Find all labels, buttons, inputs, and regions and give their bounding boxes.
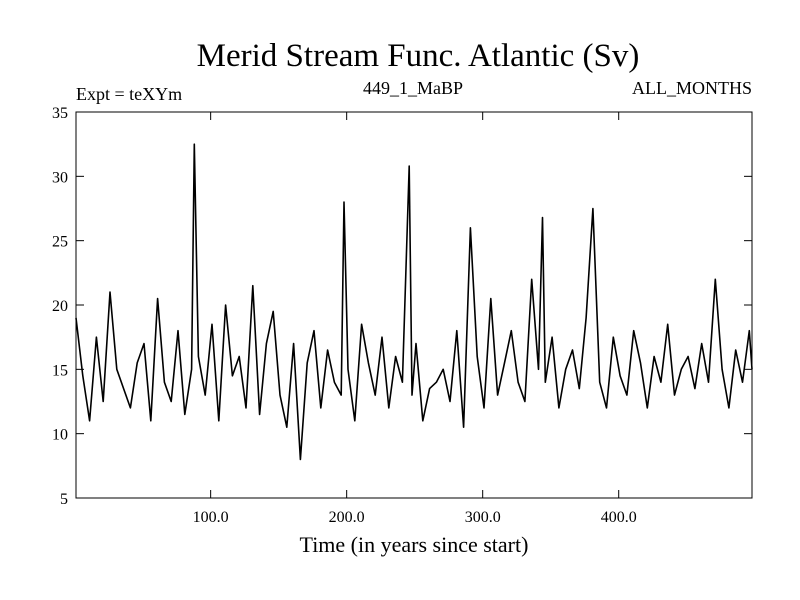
run-id-label: 449_1_MaBP [363,78,463,98]
x-tick-label: 200.0 [329,509,365,526]
y-tick-label: 15 [52,362,68,379]
y-tick-label: 35 [52,105,68,122]
x-axis-label: Time (in years since start) [300,532,529,557]
x-tick-label: 100.0 [193,509,229,526]
y-tick-label: 30 [52,169,68,186]
series-line [75,143,753,461]
months-label: ALL_MONTHS [632,78,752,98]
x-tick-label: 400.0 [601,509,637,526]
x-tick-label: 300.0 [465,509,501,526]
y-tick-label: 10 [52,427,68,444]
y-tick-label: 20 [52,298,68,315]
y-tick-label: 25 [52,234,68,251]
experiment-label: Expt = teXYm [76,84,182,104]
y-tick-label: 5 [60,491,68,508]
y-axis: 5 10 15 20 25 30 35 [52,105,752,508]
x-axis: 100.0 200.0 300.0 400.0 [193,112,637,526]
chart-title: Merid Stream Func. Atlantic (Sv) [197,38,640,74]
